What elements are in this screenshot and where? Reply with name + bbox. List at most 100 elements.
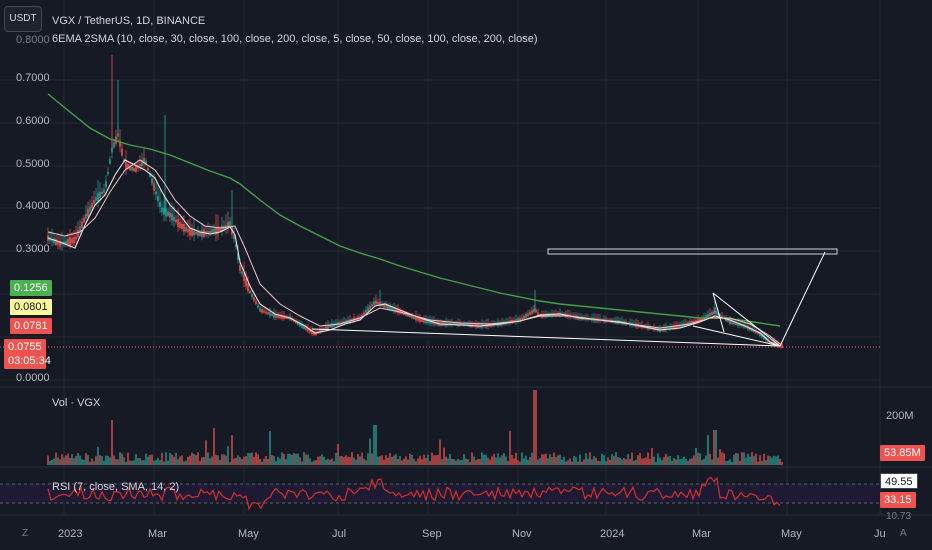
trend-line-4[interactable] <box>712 292 725 333</box>
volume-bar <box>435 455 437 465</box>
volume-bar <box>459 460 461 465</box>
volume-bar <box>421 459 423 465</box>
volume-bar <box>567 460 569 465</box>
price-label: 0.7000 <box>16 72 50 84</box>
candle-body <box>389 306 391 310</box>
candle-body <box>411 315 413 318</box>
volume-bar <box>753 455 755 465</box>
candle-body <box>241 271 243 275</box>
candle-body <box>63 241 65 245</box>
price-label-cut: 0.8000 <box>16 34 50 46</box>
volume-axis-label: 200M <box>886 410 914 422</box>
volume-bar <box>585 453 587 465</box>
candle-body <box>265 311 267 314</box>
volume-bar <box>381 455 383 465</box>
volume-bar <box>663 457 665 465</box>
volume-bar <box>633 460 635 465</box>
candles-layer <box>47 55 783 349</box>
volume-bar <box>445 456 447 465</box>
volume-bar <box>547 458 549 465</box>
volume-bar <box>109 457 111 465</box>
volume-bar <box>685 458 687 465</box>
target-zone-rect[interactable] <box>547 248 838 255</box>
volume-bar <box>263 458 265 465</box>
symbol-title[interactable]: VGX / TetherUS, 1D, BINANCE <box>52 15 206 27</box>
volume-label[interactable]: Vol · VGX <box>52 397 101 409</box>
volume-bar <box>755 453 757 465</box>
trend-line-support[interactable] <box>311 328 781 347</box>
volume-bar <box>529 456 531 465</box>
volume-bar <box>125 461 127 465</box>
volume-bar <box>425 457 427 465</box>
volume-bar <box>433 455 435 465</box>
candle-body <box>671 326 673 330</box>
volume-bar <box>531 452 533 465</box>
volume-bar <box>333 461 335 465</box>
volume-bar <box>509 430 511 465</box>
volume-bar <box>551 456 553 465</box>
volume-bar <box>57 457 59 465</box>
volume-bar <box>291 454 293 465</box>
trend-line-3[interactable] <box>712 292 781 347</box>
candle-body <box>113 142 115 148</box>
candle-body <box>699 318 701 322</box>
volume-bar <box>257 454 259 465</box>
volume-bar <box>81 459 83 465</box>
candle-body <box>267 312 269 315</box>
candle-body <box>199 232 201 236</box>
candle-body <box>461 323 463 326</box>
candle-body <box>107 171 109 174</box>
candle-body <box>667 327 669 330</box>
volume-bar <box>375 425 377 465</box>
volume-bar <box>205 440 207 465</box>
volume-bar <box>513 458 515 465</box>
rsi-label[interactable]: RSI (7, close, SMA, 14, 2) <box>52 481 180 493</box>
volume-bar <box>571 461 573 465</box>
volume-bar <box>123 457 125 465</box>
volume-bar <box>675 459 677 465</box>
volume-bar <box>477 458 479 465</box>
candle-body <box>139 163 141 167</box>
volume-bar <box>461 459 463 465</box>
candle-body <box>451 322 453 326</box>
volume-bar <box>353 457 355 465</box>
candle-body <box>301 324 303 328</box>
candle-body <box>519 317 521 323</box>
volume-bar <box>251 452 253 465</box>
time-label: Ju <box>874 528 886 540</box>
rsi-axis-cut: 10.73 <box>886 511 912 522</box>
candle-body <box>133 168 135 171</box>
volume-bar <box>439 439 441 465</box>
candle-body <box>709 312 711 317</box>
volume-bar <box>409 453 411 465</box>
candle-body <box>387 305 389 309</box>
indicator-legend[interactable]: 6EMA 2SMA (10, close, 30, close, 100, cl… <box>52 33 538 45</box>
volume-bar <box>587 458 589 465</box>
volume-bar <box>625 459 627 465</box>
volume-bar <box>709 454 711 465</box>
volume-bar <box>635 459 637 465</box>
volume-bar <box>47 455 49 465</box>
currency-button[interactable]: USDT <box>4 6 42 32</box>
time-label: May <box>781 528 802 540</box>
volume-bar <box>739 461 741 465</box>
volume-bar <box>471 452 473 465</box>
candle-body <box>523 315 525 319</box>
zoom-icon[interactable]: Z <box>22 528 29 539</box>
candle-body <box>53 238 55 244</box>
volume-bar <box>699 453 701 465</box>
auto-scale-icon[interactable]: A <box>900 528 907 539</box>
volume-bar <box>241 459 243 465</box>
volume-bar <box>437 454 439 465</box>
volume-bar <box>705 455 707 465</box>
volume-bar <box>693 455 695 465</box>
projection-line[interactable] <box>779 251 826 347</box>
candle-body <box>375 300 377 305</box>
candle-body <box>221 225 223 232</box>
volume-bar <box>135 454 137 465</box>
candle-body <box>151 178 153 184</box>
trend-line-2[interactable] <box>692 325 781 347</box>
candle-body <box>153 183 155 191</box>
volume-bar <box>355 459 357 465</box>
